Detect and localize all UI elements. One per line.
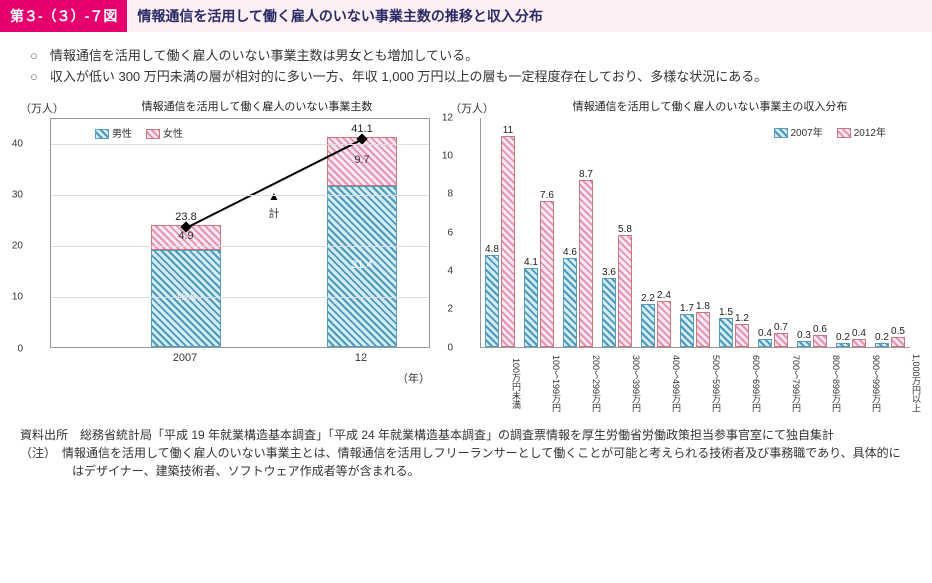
y-unit-label: （万人）: [450, 100, 494, 116]
bar-2007: [485, 255, 499, 347]
chart-title: 情報通信を活用して働く雇人のいない事業主の収入分布: [500, 98, 920, 114]
right-xlabels: 100万円未満100〜199万円200〜299万円300〜399万円400〜49…: [480, 348, 920, 418]
left-plot-area: 男性 女性 010203040 18.94.923.831.49.741.1▲計: [50, 118, 430, 348]
right-chart: （万人） 情報通信を活用して働く雇人のいない事業主の収入分布 2007年 201…: [450, 98, 920, 418]
footer-notes: 資料出所 総務省統計局「平成 19 年就業構造基本調査」「平成 24 年就業構造…: [0, 418, 932, 480]
bullet-mark: ○: [30, 46, 38, 67]
bar-2007: [563, 258, 577, 346]
chart-title: 情報通信を活用して働く雇人のいない事業主数: [74, 98, 440, 114]
x-category-label: 100万円未満: [480, 348, 520, 418]
x-category-label: 600〜699万円: [720, 348, 760, 418]
y-unit-label: （万人）: [20, 100, 64, 116]
bar-2012: [657, 301, 671, 347]
bar-2012: [891, 337, 905, 347]
bullet-text: 収入が低い 300 万円未満の層が相対的に多い一方、年収 1,000 万円以上の…: [50, 67, 767, 88]
left-xlabels: 200712: [50, 348, 440, 366]
source-text: 資料出所 総務省統計局「平成 19 年就業構造基本調査」「平成 24 年就業構造…: [20, 426, 912, 444]
x-category-label: 900〜999万円: [840, 348, 880, 418]
left-bars: 18.94.923.831.49.741.1▲計: [51, 119, 429, 347]
note-text: （注） 情報通信を活用して働く雇人のいない事業主とは、情報通信を活用しフリーラン…: [20, 444, 912, 480]
bar-2012: [501, 136, 515, 347]
bar-2007: [641, 304, 655, 346]
bullet-item: ○ 情報通信を活用して働く雇人のいない事業主数は男女とも増加している。: [30, 46, 912, 67]
bar-2007: [680, 314, 694, 347]
bar-2012: [735, 324, 749, 347]
bar-2007: [758, 339, 772, 347]
bar-2007: [797, 341, 811, 347]
bullet-item: ○ 収入が低い 300 万円未満の層が相対的に多い一方、年収 1,000 万円以上…: [30, 67, 912, 88]
x-category-label: 800〜899万円: [800, 348, 840, 418]
x-unit-label: （年）: [20, 370, 430, 386]
bar-2012: [618, 235, 632, 346]
x-category-label: 1,000万円以上: [880, 348, 920, 418]
x-category-label: 400〜499万円: [640, 348, 680, 418]
bar-2012: [579, 180, 593, 347]
bar-male: 31.4: [327, 186, 397, 346]
bar-2007: [524, 268, 538, 347]
x-category-label: 200〜299万円: [560, 348, 600, 418]
x-category-label: 500〜599万円: [680, 348, 720, 418]
charts-row: （万人） 情報通信を活用して働く雇人のいない事業主数 男性 女性 0102030…: [0, 98, 932, 418]
right-plot-area: 2007年 2012年 024681012 4.8114.17.64.68.73…: [480, 118, 910, 348]
figure-header: 第３-（３）-７図 情報通信を活用して働く雇人のいない事業主数の推移と収入分布: [0, 0, 932, 32]
x-category-label: 300〜399万円: [600, 348, 640, 418]
x-category-label: 700〜799万円: [760, 348, 800, 418]
figure-title: 情報通信を活用して働く雇人のいない事業主数の推移と収入分布: [127, 0, 932, 32]
bar-2007: [719, 318, 733, 347]
bar-2012: [696, 312, 710, 347]
bar-2007: [875, 343, 889, 347]
bar-2012: [774, 333, 788, 346]
bar-2012: [852, 339, 866, 347]
left-chart: （万人） 情報通信を活用して働く雇人のいない事業主数 男性 女性 0102030…: [20, 98, 440, 418]
summary-bullets: ○ 情報通信を活用して働く雇人のいない事業主数は男女とも増加している。 ○ 収入が低…: [0, 42, 932, 98]
x-category-label: 100〜199万円: [520, 348, 560, 418]
bar-2012: [813, 335, 827, 347]
bar-2007: [602, 278, 616, 347]
bullet-text: 情報通信を活用して働く雇人のいない事業主数は男女とも増加している。: [50, 46, 478, 67]
bar-2012: [540, 201, 554, 347]
figure-number-badge: 第３-（３）-７図: [0, 0, 127, 32]
bar-2007: [836, 343, 850, 347]
bullet-mark: ○: [30, 67, 38, 88]
right-bars: 4.8114.17.64.68.73.65.82.22.41.71.81.51.…: [481, 118, 910, 347]
